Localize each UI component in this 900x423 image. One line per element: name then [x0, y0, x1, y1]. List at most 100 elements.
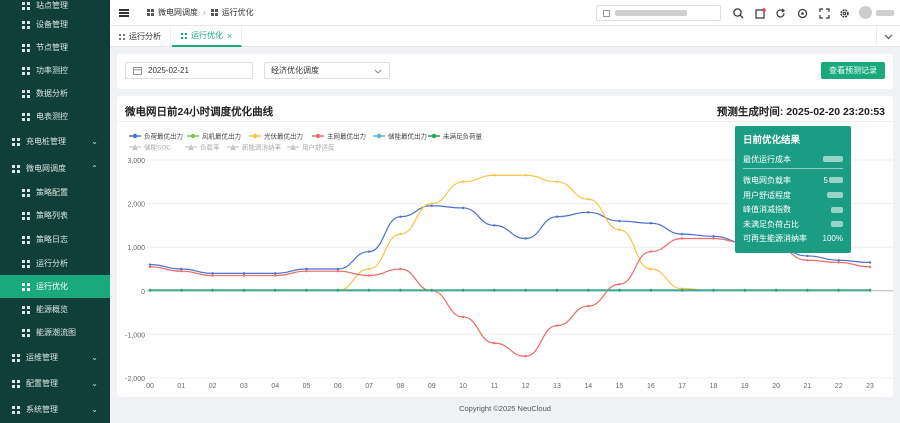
search-icon[interactable] — [732, 7, 744, 19]
tab-run-analysis[interactable]: 运行分析 — [110, 26, 171, 47]
series-point — [461, 206, 465, 210]
sidebar-item-3[interactable]: 功率测控 — [0, 59, 110, 82]
sidebar-item-label: 策略配置 — [36, 188, 68, 197]
series-point — [743, 288, 746, 292]
series-point — [837, 261, 840, 264]
date-value: 2025-02-21 — [148, 66, 189, 75]
sidebar-item-16[interactable]: 配置管理 ⌄ — [0, 372, 110, 395]
divider — [743, 167, 843, 169]
tabs-dropdown[interactable] — [876, 26, 900, 47]
refresh-icon[interactable] — [774, 7, 786, 19]
tab-label: 运行分析 — [129, 32, 161, 41]
avatar[interactable] — [859, 6, 872, 19]
x-tick-label: 08 — [397, 383, 405, 390]
x-tick-label: 06 — [334, 383, 342, 390]
sidebar-item-0[interactable]: 站点管理 — [0, 0, 110, 17]
grid-icon — [12, 379, 20, 388]
x-tick-label: 01 — [177, 383, 185, 390]
series-point — [524, 288, 527, 292]
grid-icon — [22, 188, 30, 197]
x-tick-label: 16 — [647, 383, 655, 390]
sidebar-item-4[interactable]: 数据分析 — [0, 82, 110, 105]
sidebar-item-11[interactable]: 运行分析 — [0, 252, 110, 275]
menu-toggle-icon[interactable] — [119, 8, 129, 17]
series-point — [712, 237, 715, 240]
breadcrumb-item-1[interactable]: 微电网调度 — [158, 8, 198, 17]
search-box[interactable] — [596, 5, 721, 21]
tab-bar: 运行分析 运行优化 × — [110, 26, 900, 47]
y-tick-label: 1,000 — [127, 245, 145, 252]
sidebar-item-6[interactable]: 充电桩管理 ⌄ — [0, 130, 110, 153]
x-tick-label: 03 — [240, 383, 248, 390]
series-point — [305, 267, 308, 271]
value-blurred — [823, 156, 843, 163]
target-icon[interactable] — [796, 7, 808, 19]
x-tick-label: 14 — [584, 383, 592, 390]
sidebar-item-7[interactable]: 微电网调度 ⌃ — [0, 157, 110, 180]
sidebar-item-8[interactable]: 策略配置 — [0, 181, 110, 204]
series-point — [305, 269, 308, 273]
series-point — [712, 235, 715, 238]
sidebar-item-14[interactable]: 能源潮流图 — [0, 321, 110, 344]
x-tick-label: 02 — [209, 383, 217, 390]
x-tick-label: 12 — [522, 383, 530, 390]
series-point — [274, 272, 277, 275]
x-tick-label: 19 — [741, 383, 749, 390]
sidebar-item-1[interactable]: 设备管理 — [0, 13, 110, 36]
legend-marker — [230, 144, 236, 150]
sidebar-item-2[interactable]: 节点管理 — [0, 36, 110, 59]
date-picker[interactable]: 2025-02-21 — [125, 62, 253, 79]
series-point — [587, 304, 590, 308]
legend-marker — [376, 133, 382, 139]
series-point — [399, 215, 402, 218]
dispatch-chart[interactable]: -2,000 -1,000 0 1,000 2,000 3,000 00 01 02 03 04 05… — [117, 96, 893, 397]
x-tick-label: 09 — [428, 383, 436, 390]
series-point — [399, 232, 402, 236]
series-point — [868, 261, 872, 264]
series-point — [336, 267, 340, 271]
chart-title: 微电网日前24小时调度优化曲线 — [125, 106, 274, 118]
x-tick-label: 21 — [803, 383, 811, 390]
filter-bar: 2025-02-21 经济优化调度 查看预测记录 — [117, 54, 893, 89]
tab-run-optimization[interactable]: 运行优化 × — [172, 26, 243, 47]
series-point — [555, 288, 559, 292]
breadcrumb-item-2: 运行优化 — [221, 8, 254, 17]
sidebar-item-13[interactable]: 能源概览 — [0, 298, 110, 321]
grid-icon — [22, 20, 30, 29]
close-icon[interactable]: × — [227, 30, 233, 41]
view-forecast-records-button[interactable]: 查看预测记录 — [821, 62, 885, 79]
grid-icon — [210, 9, 218, 16]
sidebar-item-5[interactable]: 电表测控 — [0, 105, 110, 128]
series-point — [587, 288, 590, 292]
notification-icon[interactable] — [754, 7, 766, 19]
result-row-cost: 最优运行成本 — [743, 152, 843, 167]
grid-icon — [22, 328, 30, 337]
series-point — [242, 274, 246, 277]
series-point — [180, 269, 183, 273]
series-point — [618, 288, 621, 292]
series-point — [649, 250, 653, 253]
series-point — [148, 263, 152, 266]
chevron-down-icon: ⌄ — [91, 137, 98, 146]
sidebar-item-17[interactable]: 系统管理 ⌄ — [0, 398, 110, 421]
series-point — [555, 180, 559, 183]
grid-icon — [12, 164, 20, 173]
sidebar-item-12[interactable]: 运行优化 — [0, 275, 110, 298]
username-blurred[interactable] — [876, 10, 894, 16]
sidebar-item-15[interactable]: 运维管理 ⌄ — [0, 346, 110, 369]
mode-select[interactable]: 经济优化调度 — [264, 62, 390, 79]
fullscreen-icon[interactable] — [818, 7, 830, 19]
legend-label: 储能SOC — [144, 143, 171, 152]
series-point — [305, 288, 308, 292]
sidebar-item-label: 微电网调度 — [26, 164, 66, 173]
legend-label: 主网最优出力 — [327, 132, 366, 141]
series-point — [274, 288, 277, 292]
series-point — [649, 222, 653, 225]
sidebar-item-10[interactable]: 策略日志 — [0, 228, 110, 251]
grid-icon — [22, 112, 30, 121]
legend-label: 用户舒适度 — [302, 143, 335, 152]
series-point — [649, 267, 653, 271]
gear-icon[interactable] — [838, 7, 850, 19]
sidebar-item-9[interactable]: 策略列表 — [0, 204, 110, 227]
series-point — [493, 288, 496, 292]
